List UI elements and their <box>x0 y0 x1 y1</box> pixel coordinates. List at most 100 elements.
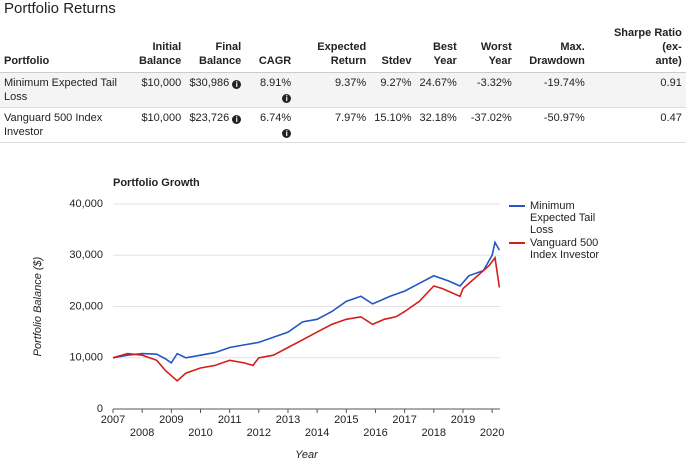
x-tick-label: 2012 <box>247 427 271 439</box>
y-tick-label: 10,000 <box>69 352 103 364</box>
page-title: Portfolio Returns <box>4 0 116 17</box>
table-cell: 0.91 <box>588 72 686 108</box>
header-text: Best <box>432 41 457 53</box>
table-cell: -3.32% <box>460 72 516 108</box>
table-row: Minimum Expected Tail Loss $10,000 $30,986… <box>0 72 686 108</box>
table-cell: $10,000 <box>135 107 186 143</box>
table-cell: Vanguard 500 Index Investor <box>0 107 135 143</box>
table-cell: 32.18% <box>415 107 461 143</box>
table-cell: 6.74% i <box>245 107 296 143</box>
cell-text: -3.32% <box>476 77 512 89</box>
table-cell: 0.47 <box>588 107 686 143</box>
table-cell: 8.91% i <box>245 72 296 108</box>
series-line <box>112 255 501 382</box>
column-header: CAGR <box>245 24 296 73</box>
table-cell: $23,726 i <box>185 107 246 143</box>
header-text: Initial <box>152 41 182 53</box>
column-header: Worst Year <box>460 24 516 73</box>
table-cell: $10,000 <box>135 72 186 108</box>
cell-text: 9.37% <box>335 77 367 89</box>
cell-text: $10,000 <box>141 112 182 124</box>
cell-text: Minimum Expected Tail Loss <box>4 77 117 103</box>
header-text: Year <box>433 55 457 67</box>
header-text: Year <box>488 55 512 67</box>
table-row: Vanguard 500 Index Investor $10,000 $23,72… <box>0 107 686 143</box>
x-tick-label: 2018 <box>422 427 446 439</box>
column-header: Final Balance <box>185 24 246 73</box>
header-text: Balance <box>139 55 182 67</box>
info-icon: i <box>232 115 242 124</box>
x-tick-label: 2007 <box>101 414 125 426</box>
chart-title: Portfolio Growth <box>113 177 200 189</box>
x-tick-label: 2015 <box>334 414 358 426</box>
x-tick-label: 2009 <box>159 414 183 426</box>
column-header: Sharpe Ratio (ex-ante) <box>588 24 686 73</box>
table-cell: -19.74% <box>515 72 589 108</box>
x-tick-label: 2011 <box>218 414 242 426</box>
x-tick-label: 2019 <box>451 414 475 426</box>
x-tick-label: 2008 <box>130 427 154 439</box>
cell-text: -50.97% <box>543 112 585 124</box>
header-text: Drawdown <box>529 55 585 67</box>
table-cell: 7.97% <box>295 107 371 143</box>
cell-text: 0.47 <box>660 112 682 124</box>
series-line <box>112 240 501 365</box>
cell-text: 15.10% <box>374 112 412 124</box>
x-tick-label: 2016 <box>363 427 387 439</box>
cell-text: $23,726 <box>189 112 230 124</box>
column-header: Stdev <box>370 24 416 73</box>
cell-text: 7.97% <box>335 112 367 124</box>
column-header: Max. Drawdown <box>515 24 589 73</box>
header-text: Stdev <box>381 55 412 67</box>
info-icon: i <box>282 129 292 138</box>
cell-text: Vanguard 500 Index Investor <box>4 112 103 138</box>
y-tick-label: 0 <box>97 403 103 415</box>
header-text: Worst <box>480 41 512 53</box>
y-tick-label: 30,000 <box>69 249 103 261</box>
info-icon: i <box>282 94 292 103</box>
column-header: Portfolio <box>0 24 135 73</box>
returns-table: Portfolio Initial Balance Final Balance CAGR E… <box>0 24 686 143</box>
y-tick-label: 20,000 <box>69 300 103 312</box>
header-text: Max. <box>560 41 585 53</box>
cell-text: $30,986 <box>189 77 230 89</box>
cell-text: 8.91% <box>260 77 292 89</box>
y-axis-label: Portfolio Balance ($) <box>32 256 44 356</box>
x-tick-label: 2010 <box>188 427 212 439</box>
header-text: CAGR <box>258 55 292 67</box>
header-text: ante) <box>655 55 682 67</box>
cell-text: 9.27% <box>380 77 412 89</box>
column-header: Initial Balance <box>135 24 186 73</box>
header-text: Balance <box>199 55 242 67</box>
header-text: Expected <box>317 41 367 53</box>
table-cell: $30,986 i <box>185 72 246 108</box>
legend-label: Vanguard 500 Index Investor <box>530 237 600 261</box>
x-tick-label: 2014 <box>305 427 329 439</box>
cell-text: -19.74% <box>543 77 585 89</box>
x-tick-label: 2013 <box>276 414 300 426</box>
cell-text: 0.91 <box>660 77 682 89</box>
column-header: Best Year <box>415 24 461 73</box>
header-text: Portfolio <box>4 55 50 67</box>
table-cell: -37.02% <box>460 107 516 143</box>
cell-text: 6.74% <box>260 112 292 124</box>
header-text: Sharpe Ratio (ex- <box>613 27 682 53</box>
y-tick-label: 40,000 <box>69 198 103 210</box>
x-axis-label: Year <box>295 449 319 461</box>
x-tick-label: 2020 <box>480 427 504 439</box>
legend-label: Minimum Expected Tail Loss <box>530 200 596 236</box>
cell-text: $10,000 <box>141 77 182 89</box>
table-cell: 9.37% <box>295 72 371 108</box>
table-cell: Minimum Expected Tail Loss <box>0 72 135 108</box>
table-cell: -50.97% <box>515 107 589 143</box>
x-tick-label: 2017 <box>392 414 416 426</box>
cell-text: 24.67% <box>419 77 457 89</box>
cell-text: -37.02% <box>470 112 512 124</box>
header-text: Final <box>215 41 242 53</box>
column-header: Expected Return <box>295 24 371 73</box>
table-cell: 9.27% <box>370 72 416 108</box>
table-cell: 24.67% <box>415 72 461 108</box>
header-text: Return <box>330 55 367 67</box>
